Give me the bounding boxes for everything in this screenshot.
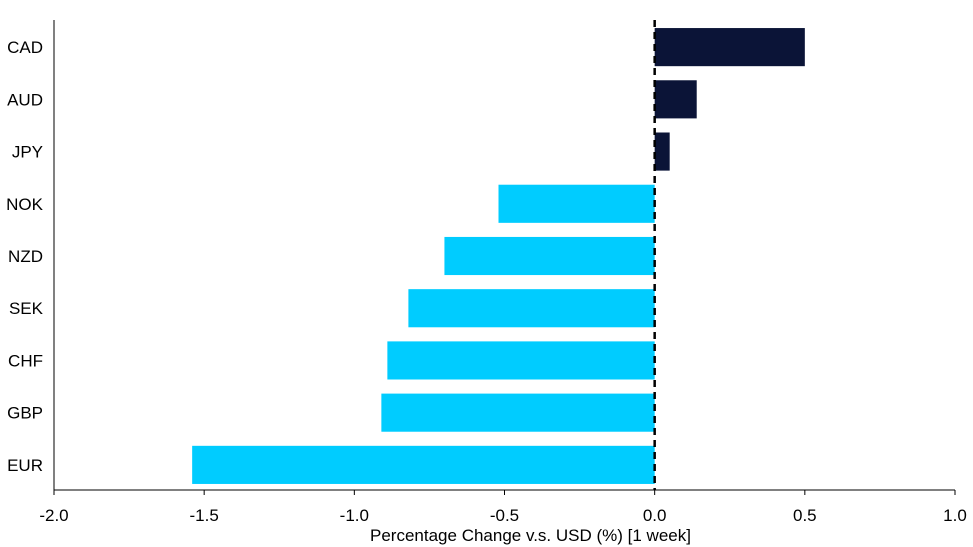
category-label-chf: CHF: [8, 351, 43, 370]
category-label-eur: EUR: [7, 456, 43, 475]
bar-sek: [408, 289, 655, 328]
category-label-nzd: NZD: [8, 247, 43, 266]
category-label-aud: AUD: [7, 90, 43, 109]
category-label-nok: NOK: [6, 195, 44, 214]
category-labels: CAD AUD JPY NOK NZD SEK CHF GBP EUR: [6, 38, 44, 475]
x-tick-label: -2.0: [39, 506, 68, 525]
x-tick-label: -0.5: [490, 506, 519, 525]
x-tick-label: -1.5: [190, 506, 219, 525]
category-label-sek: SEK: [9, 299, 44, 318]
bar-eur: [192, 445, 655, 484]
bar-jpy: [654, 132, 670, 171]
bar-aud: [654, 80, 697, 119]
x-axis-ticks: -2.0 -1.5 -1.0 -0.5 0.0 0.5 1.0: [39, 490, 967, 525]
bars-group: [192, 28, 805, 484]
bar-cad: [654, 28, 805, 67]
x-axis-title: Percentage Change v.s. USD (%) [1 week]: [370, 526, 691, 545]
category-label-gbp: GBP: [7, 404, 43, 423]
x-tick-label: 1.0: [943, 506, 967, 525]
category-label-cad: CAD: [7, 38, 43, 57]
bar-gbp: [381, 393, 655, 432]
x-tick-label: 0.0: [643, 506, 667, 525]
x-tick-label: -1.0: [340, 506, 369, 525]
bar-chf: [387, 341, 655, 380]
category-label-jpy: JPY: [12, 143, 43, 162]
bar-nok: [498, 184, 655, 223]
x-tick-label: 0.5: [793, 506, 817, 525]
bar-nzd: [444, 236, 655, 276]
